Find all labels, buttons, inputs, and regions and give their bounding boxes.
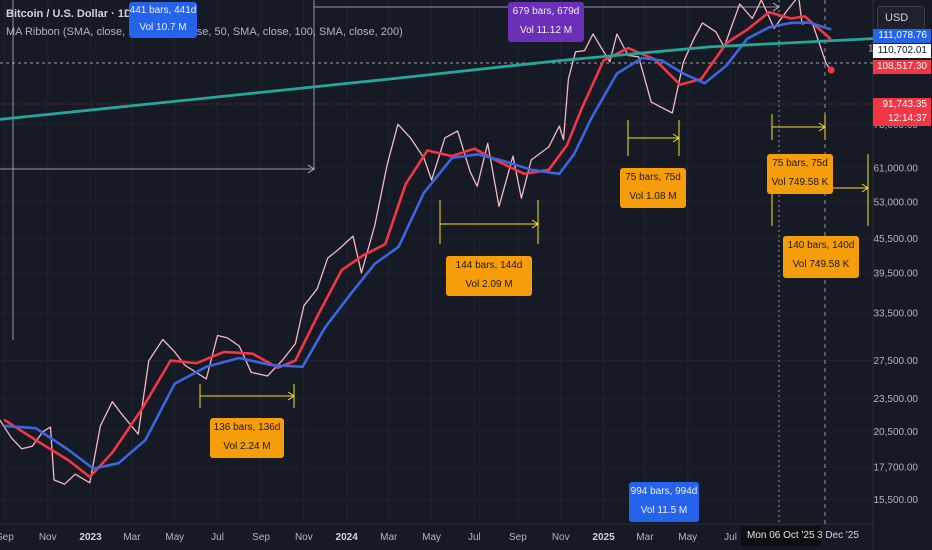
measure-box-75-b-bars: 75 bars, 75d [772,158,828,169]
x-tick-label: Sep [0,532,14,543]
measure-box-136[interactable]: 136 bars, 136d Vol 2.24 M [210,418,284,458]
range-tool-136-arrowhead [287,391,295,401]
range-tool-136 [199,384,295,408]
measure-box-441-vol: Vol 10.7 M [139,22,187,33]
measure-box-144-vol: Vol 2.09 M [465,279,513,290]
price-label-countdown: 12:14:37 [873,112,931,126]
measure-box-140-vol: Vol 749.58 K [792,259,850,270]
x-tick-label: May [422,532,441,543]
price-label-ma-blue: 111,078.76 [873,29,931,43]
x-tick-label: May [678,532,697,543]
x-tick-label: 2025 [592,532,615,543]
grid-lines [0,0,874,550]
reference-lines [0,0,873,524]
x-tick-label: Nov [295,532,313,543]
x-tick-label: Nov [39,532,57,543]
x-tick-label: Mar [380,532,398,543]
measure-box-144-bars: 144 bars, 144d [455,260,523,271]
x-tick-label: Nov [552,532,570,543]
range-tool-75-b-arrowhead [818,122,826,132]
indicator-legend[interactable]: MA Ribbon (SMA, close, 128, SMA, close, … [6,26,403,38]
measure-box-679-vol: Vol 11.12 M [519,25,573,36]
price-label-last: 91,743.35 [873,98,931,112]
ma-short-line [3,10,832,479]
range-tool-75-a [627,120,680,156]
measure-441-arrowhead [307,164,315,174]
range-tool-75-b [771,114,826,140]
measure-box-441-bars: 441 bars, 441d [129,5,197,16]
price-label-crosshair: 110,702.01 [873,44,931,58]
x-tick-label: Sep [509,532,527,543]
range-tool-140-arrowhead [861,183,869,193]
measure-box-679-bars: 679 bars, 679d [512,6,580,17]
measure-box-994-bars: 994 bars, 994d [630,486,698,497]
measure-box-75-a-bars: 75 bars, 75d [625,172,681,183]
ma-long-line [3,21,832,470]
y-tick-label: 23,500.00 [874,394,919,405]
y-tick-label: 61,000.00 [874,163,919,174]
measure-box-144[interactable]: 144 bars, 144d Vol 2.09 M [446,256,532,296]
last-price-dot [827,66,835,74]
measure-box-994-vol: Vol 11.5 M [640,505,688,516]
x-tick-label: 2024 [336,532,359,543]
x-tick-label: Mar [636,532,654,543]
measure-box-441[interactable]: 441 bars, 441d Vol 10.7 M [129,2,197,38]
currency-button[interactable]: USD [877,6,925,30]
measure-box-679[interactable]: 679 bars, 679d Vol 11.12 M [508,2,584,42]
measure-box-136-bars: 136 bars, 136d [213,422,281,433]
measure-box-75-b[interactable]: 75 bars, 75d Vol 749.58 K [767,154,833,194]
y-tick-label: 53,000.00 [874,197,919,208]
crosshair-date-label-2: 3 Dec '25 [817,530,859,541]
ma-200-line [0,37,875,121]
y-tick-label: 27,500.00 [874,356,919,367]
range-tool-144 [439,200,539,244]
measure-box-994[interactable]: 994 bars, 994d Vol 11.5 M [629,482,699,522]
y-tick-label: 33,500.00 [874,308,919,319]
range-tool-144-arrowhead [531,219,539,229]
measure-box-75-a-vol: Vol 1.08 M [629,191,677,202]
measure-box-140[interactable]: 140 bars, 140d Vol 749.58 K [783,236,859,278]
x-tick-label: Jul [468,532,481,543]
price-series [0,0,875,485]
x-tick-label: 2023 [79,532,102,543]
x-tick-label: Jul [211,532,224,543]
measure-679-arrowhead [772,2,780,12]
y-tick-label: 45,500.00 [874,234,919,245]
y-tick-label: 15,500.00 [874,495,919,506]
measure-box-75-a[interactable]: 75 bars, 75d Vol 1.08 M [620,168,686,208]
measure-box-75-b-vol: Vol 749.58 K [771,177,829,188]
measure-box-140-bars: 140 bars, 140d [787,240,855,251]
x-tick-label: May [165,532,184,543]
measure-box-136-vol: Vol 2.24 M [223,441,271,452]
x-tick-label: Mar [123,532,141,543]
x-tick-label: Jul [724,532,737,543]
x-tick-label: Sep [252,532,270,543]
crosshair-date-label: Mon 06 Oct '25 [741,526,821,546]
y-tick-label: 20,500.00 [874,427,919,438]
y-tick-label: 39,500.00 [874,268,919,279]
time-axis[interactable]: Sep Nov 2023 Mar May Jul Sep Nov 2024 Mar May Jul Se… [0,532,737,543]
range-tool-75-a-arrowhead [672,133,680,143]
price-label-ma-red: 108,517.30 [873,60,931,74]
y-tick-label: 17,700.00 [874,463,919,474]
